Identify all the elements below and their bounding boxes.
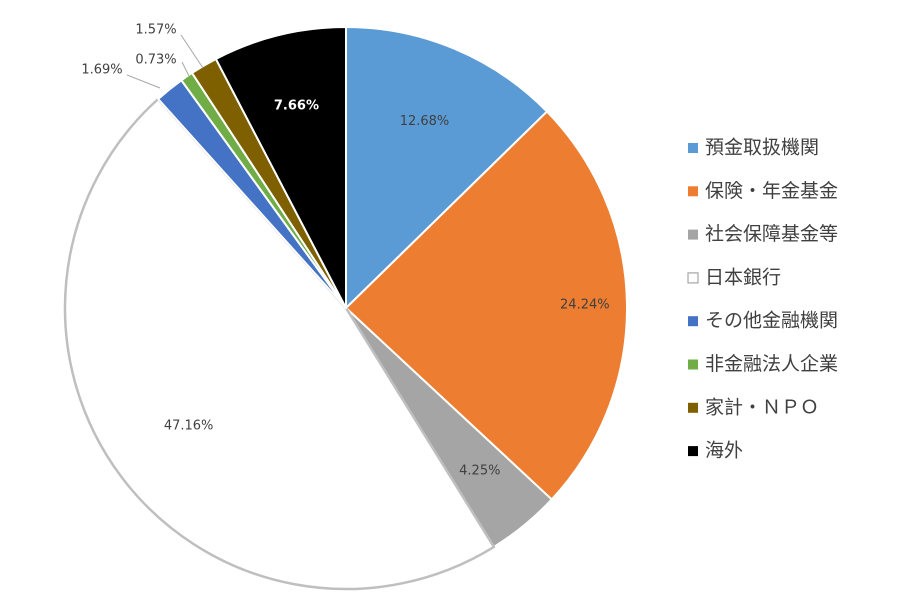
data-label: 0.73% <box>135 53 176 68</box>
legend-swatch <box>688 186 698 197</box>
leader-line <box>180 34 204 69</box>
leader-line <box>126 74 161 89</box>
pie-slice <box>345 26 548 309</box>
legend-label: 日本銀行 <box>705 266 781 288</box>
data-label: 4.25% <box>459 463 500 478</box>
legend-swatch <box>688 229 698 240</box>
legend: 預金取扱機関保険・年金基金社会保障基金等日本銀行その他金融機関非金融法人企業家計… <box>687 137 838 462</box>
legend-swatch <box>688 316 698 327</box>
data-labels: 12.68% 24.24% 4.25% 47.16% 1.69% 0.73% 1.57% 7.… <box>81 23 609 479</box>
data-label: 12.68% <box>400 114 450 129</box>
legend-swatch <box>688 143 698 153</box>
legend-swatch <box>687 272 699 284</box>
data-label: 47.16% <box>164 418 214 433</box>
legend-swatch <box>688 446 698 457</box>
pie-slice <box>345 110 628 501</box>
legend-label: その他金融機関 <box>705 310 838 332</box>
legend-label: 預金取扱機関 <box>705 137 819 159</box>
pie-slice <box>214 26 347 309</box>
leader-lines <box>126 34 204 89</box>
legend-label: 海外 <box>705 440 743 462</box>
data-label: 24.24% <box>560 298 610 313</box>
legend-swatch <box>688 359 698 370</box>
pie-slices <box>63 26 628 591</box>
legend-swatch <box>688 402 698 413</box>
data-label: 7.66% <box>274 99 319 114</box>
legend-label: 保険・年金基金 <box>705 180 838 202</box>
leader-line <box>181 61 190 77</box>
pie-slice <box>63 97 496 591</box>
data-label: 1.57% <box>135 23 176 38</box>
legend-label: 非金融法人企業 <box>705 353 838 375</box>
legend-label: 社会保障基金等 <box>705 223 838 245</box>
legend-label: 家計・ＮＰＯ <box>705 396 819 418</box>
data-label: 1.69% <box>81 63 122 78</box>
